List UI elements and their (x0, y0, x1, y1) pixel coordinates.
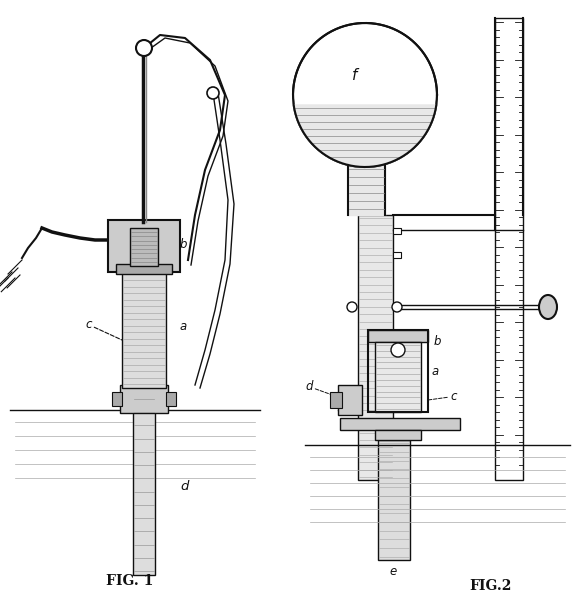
Polygon shape (293, 23, 437, 167)
Bar (338, 385, 362, 415)
Text: c: c (85, 318, 122, 340)
Bar (120, 385, 168, 413)
Bar (378, 440, 410, 560)
Text: e: e (389, 565, 396, 578)
Bar (330, 392, 342, 408)
Bar (375, 342, 421, 412)
Text: d: d (305, 380, 338, 397)
Bar (368, 330, 428, 342)
Bar (133, 395, 155, 575)
Circle shape (207, 87, 219, 99)
Polygon shape (293, 95, 437, 167)
Ellipse shape (539, 295, 557, 319)
Bar (393, 252, 401, 258)
Bar (116, 264, 172, 274)
Circle shape (391, 343, 405, 357)
Bar (393, 228, 401, 234)
Circle shape (347, 302, 357, 312)
Text: a: a (432, 365, 439, 378)
Bar (495, 18, 523, 480)
Bar (130, 228, 158, 266)
Bar (340, 418, 460, 430)
Bar (112, 392, 122, 406)
Bar (166, 392, 176, 406)
Text: f: f (352, 68, 357, 83)
Bar (375, 430, 421, 440)
Text: d: d (181, 480, 189, 493)
Text: c: c (428, 390, 456, 403)
Text: a: a (180, 320, 187, 333)
Bar (358, 215, 393, 480)
Text: b: b (434, 335, 442, 348)
Bar (122, 270, 166, 388)
Circle shape (136, 40, 152, 56)
Bar (108, 220, 180, 272)
Text: b: b (180, 238, 187, 251)
Bar (368, 330, 428, 412)
Polygon shape (348, 165, 385, 215)
Text: FIG.2: FIG.2 (469, 579, 511, 593)
Text: FIG. 1: FIG. 1 (107, 574, 154, 588)
Circle shape (392, 302, 402, 312)
